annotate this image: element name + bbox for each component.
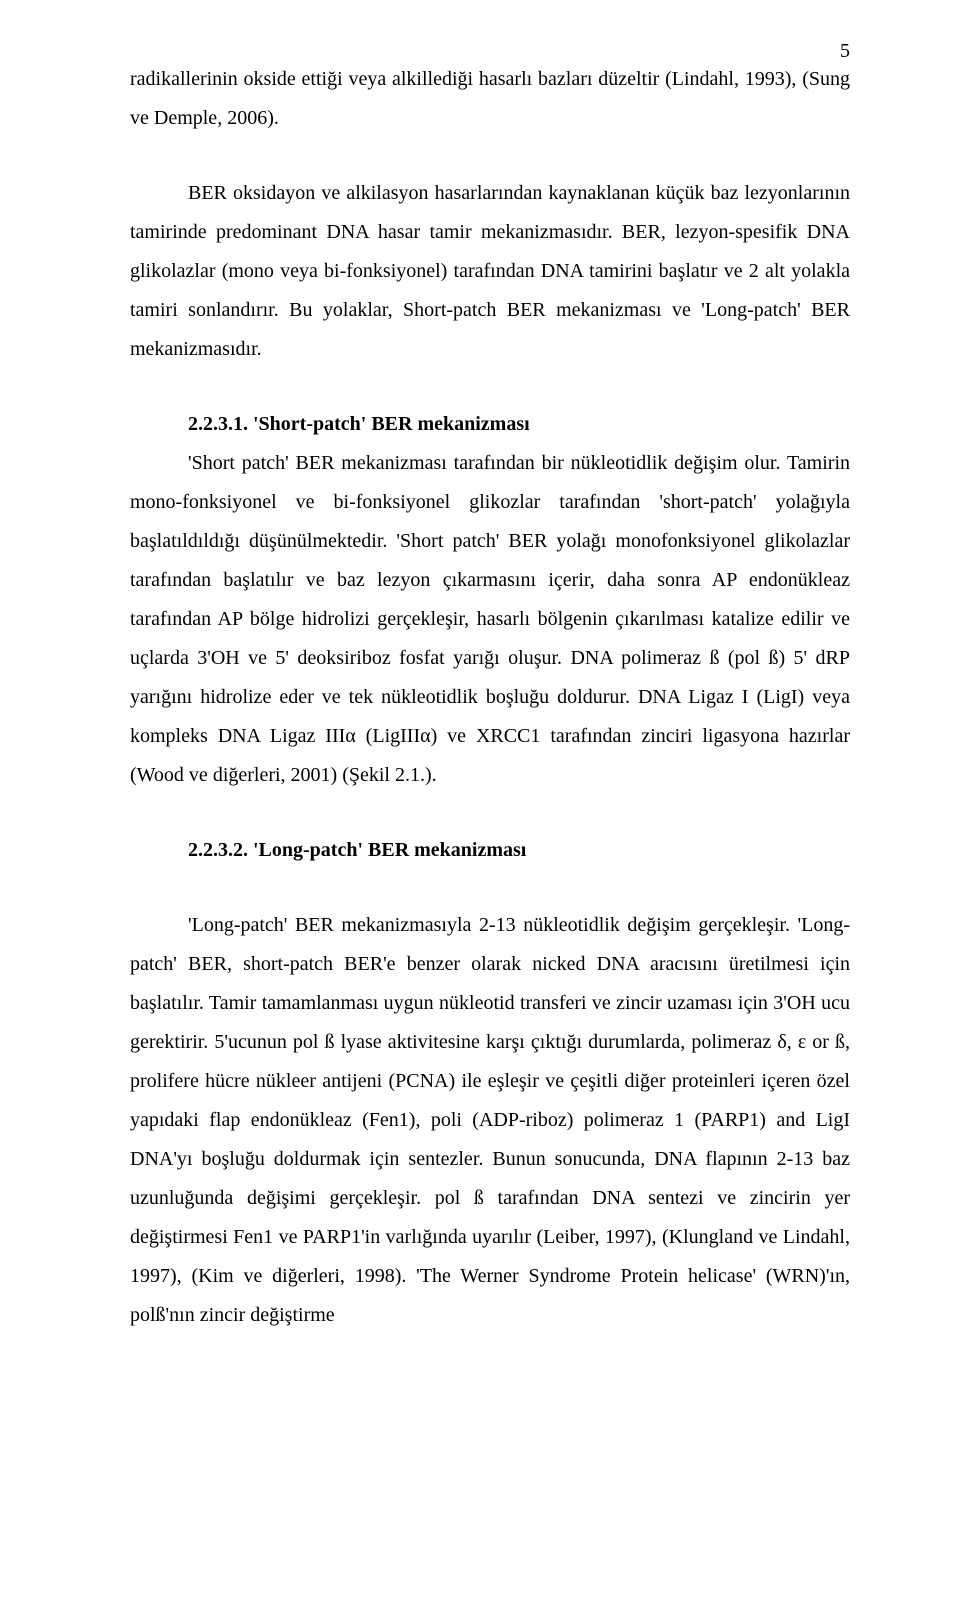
paragraph-intro: BER oksidayon ve alkilasyon hasarlarında… — [130, 174, 850, 369]
page-number: 5 — [840, 40, 850, 63]
paragraph-longpatch: 'Long-patch' BER mekanizmasıyla 2-13 nük… — [130, 906, 850, 1335]
paragraph-shortpatch: 'Short patch' BER mekanizması tarafından… — [130, 444, 850, 795]
section-heading-longpatch: 2.2.3.2. 'Long-patch' BER mekanizması — [130, 831, 850, 870]
section-heading-shortpatch: 2.2.3.1. 'Short-patch' BER mekanizması — [130, 405, 850, 444]
document-page: 5 radikallerinin okside ettiği veya alki… — [0, 0, 960, 1618]
paragraph-continuation: radikallerinin okside ettiği veya alkill… — [130, 60, 850, 138]
